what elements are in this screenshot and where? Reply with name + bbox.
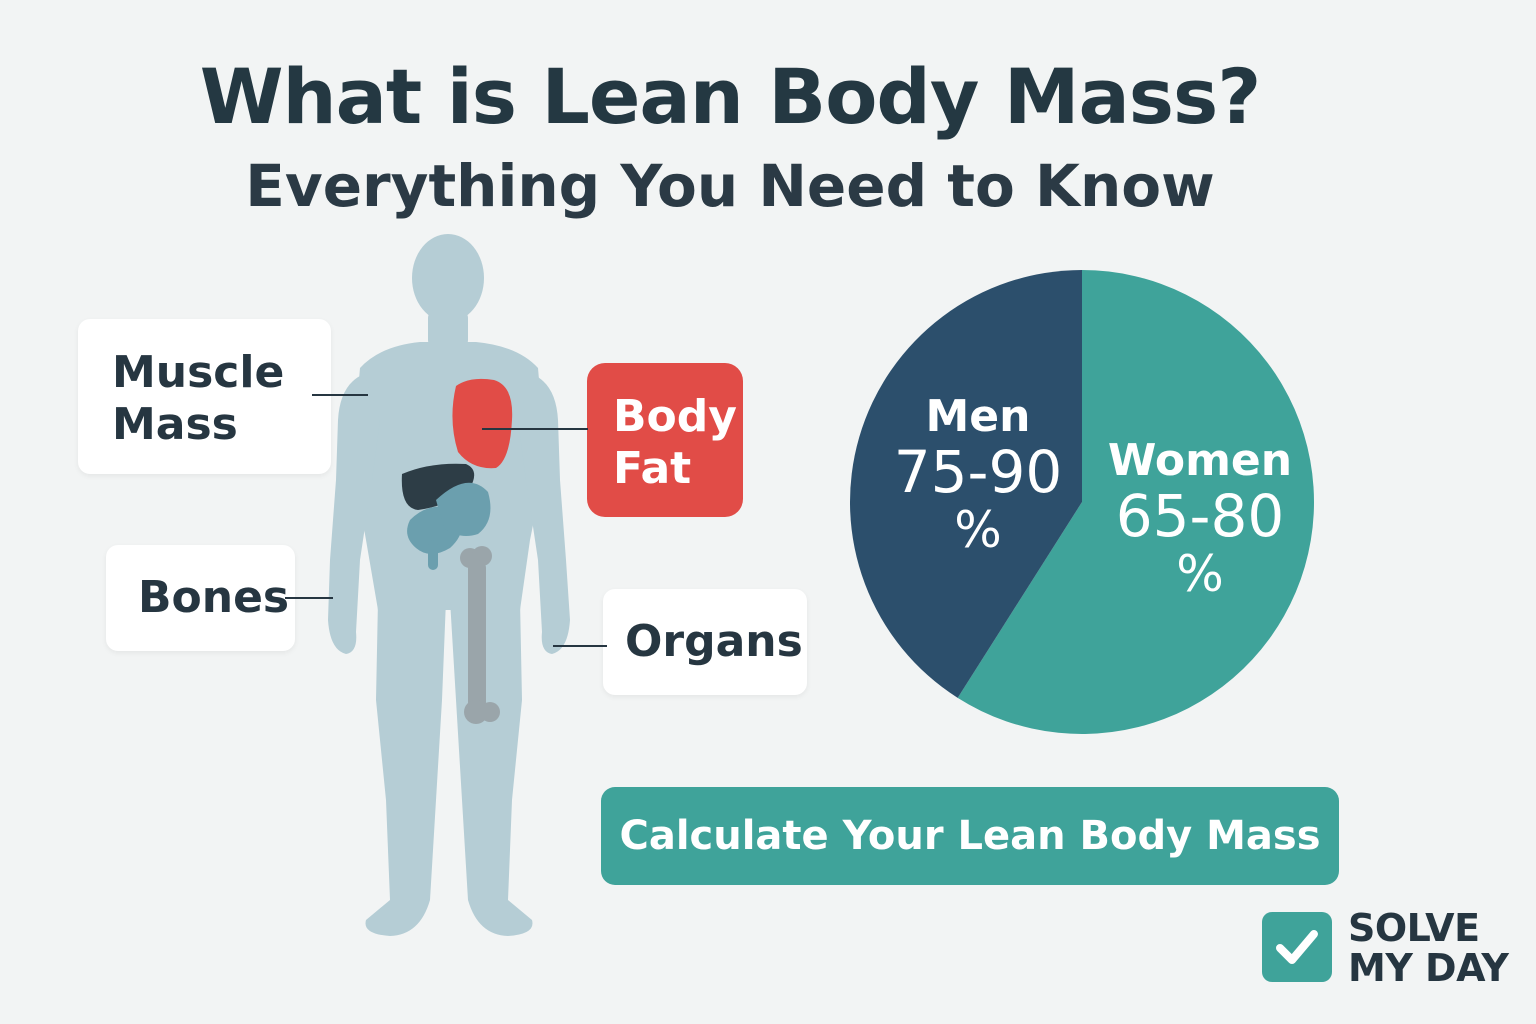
bones-leader-line bbox=[285, 597, 333, 599]
logo-wordmark: SOLVE MY DAY bbox=[1348, 906, 1509, 990]
pie-label-women-range: 65-80 bbox=[1115, 482, 1285, 550]
organs-label: Organs bbox=[603, 589, 807, 695]
pie-label-women-name: Women bbox=[1107, 435, 1293, 486]
logo-checkmark-icon bbox=[1262, 912, 1332, 982]
pie-label-men-name: Men bbox=[925, 391, 1031, 442]
organs-leader-line bbox=[553, 645, 607, 647]
pie-label-women: Women 65-80 % bbox=[1090, 435, 1310, 603]
pie-label-men: Men 75-90 % bbox=[878, 391, 1078, 559]
pie-slice-women bbox=[957, 270, 1314, 734]
page-subtitle: Everything You Need to Know bbox=[245, 152, 1215, 220]
logo-line1: SOLVE bbox=[1348, 906, 1480, 950]
body-fat-organ bbox=[452, 378, 513, 469]
muscle-mass-label-line2: Mass bbox=[112, 399, 238, 450]
pie-label-men-unit: % bbox=[954, 501, 1002, 559]
body-fat-label-line1: Body bbox=[613, 391, 737, 442]
body-fat-label-line2: Fat bbox=[613, 443, 692, 494]
organs-label-text: Organs bbox=[625, 616, 803, 667]
bones-label: Bones bbox=[106, 545, 295, 651]
muscle-mass-label: Muscle Mass bbox=[78, 319, 331, 474]
logo-line2: MY DAY bbox=[1348, 946, 1509, 990]
muscle-mass-leader-line bbox=[312, 394, 368, 396]
body-fat-label: Body Fat bbox=[587, 363, 743, 517]
pie-label-women-unit: % bbox=[1176, 545, 1224, 603]
femur-bone bbox=[460, 546, 500, 724]
calculate-lean-body-mass-button[interactable]: Calculate Your Lean Body Mass bbox=[601, 787, 1339, 885]
intestine-organ bbox=[407, 482, 491, 570]
bones-label-text: Bones bbox=[138, 572, 290, 623]
body-fat-leader-line bbox=[482, 428, 588, 430]
pie-slice-men bbox=[850, 270, 1082, 698]
checkmark-icon bbox=[1276, 930, 1318, 964]
pie-label-men-range: 75-90 bbox=[893, 438, 1063, 506]
page-title: What is Lean Body Mass? bbox=[199, 52, 1262, 141]
liver-organ bbox=[401, 463, 475, 510]
muscle-mass-label-line1: Muscle bbox=[112, 347, 285, 398]
